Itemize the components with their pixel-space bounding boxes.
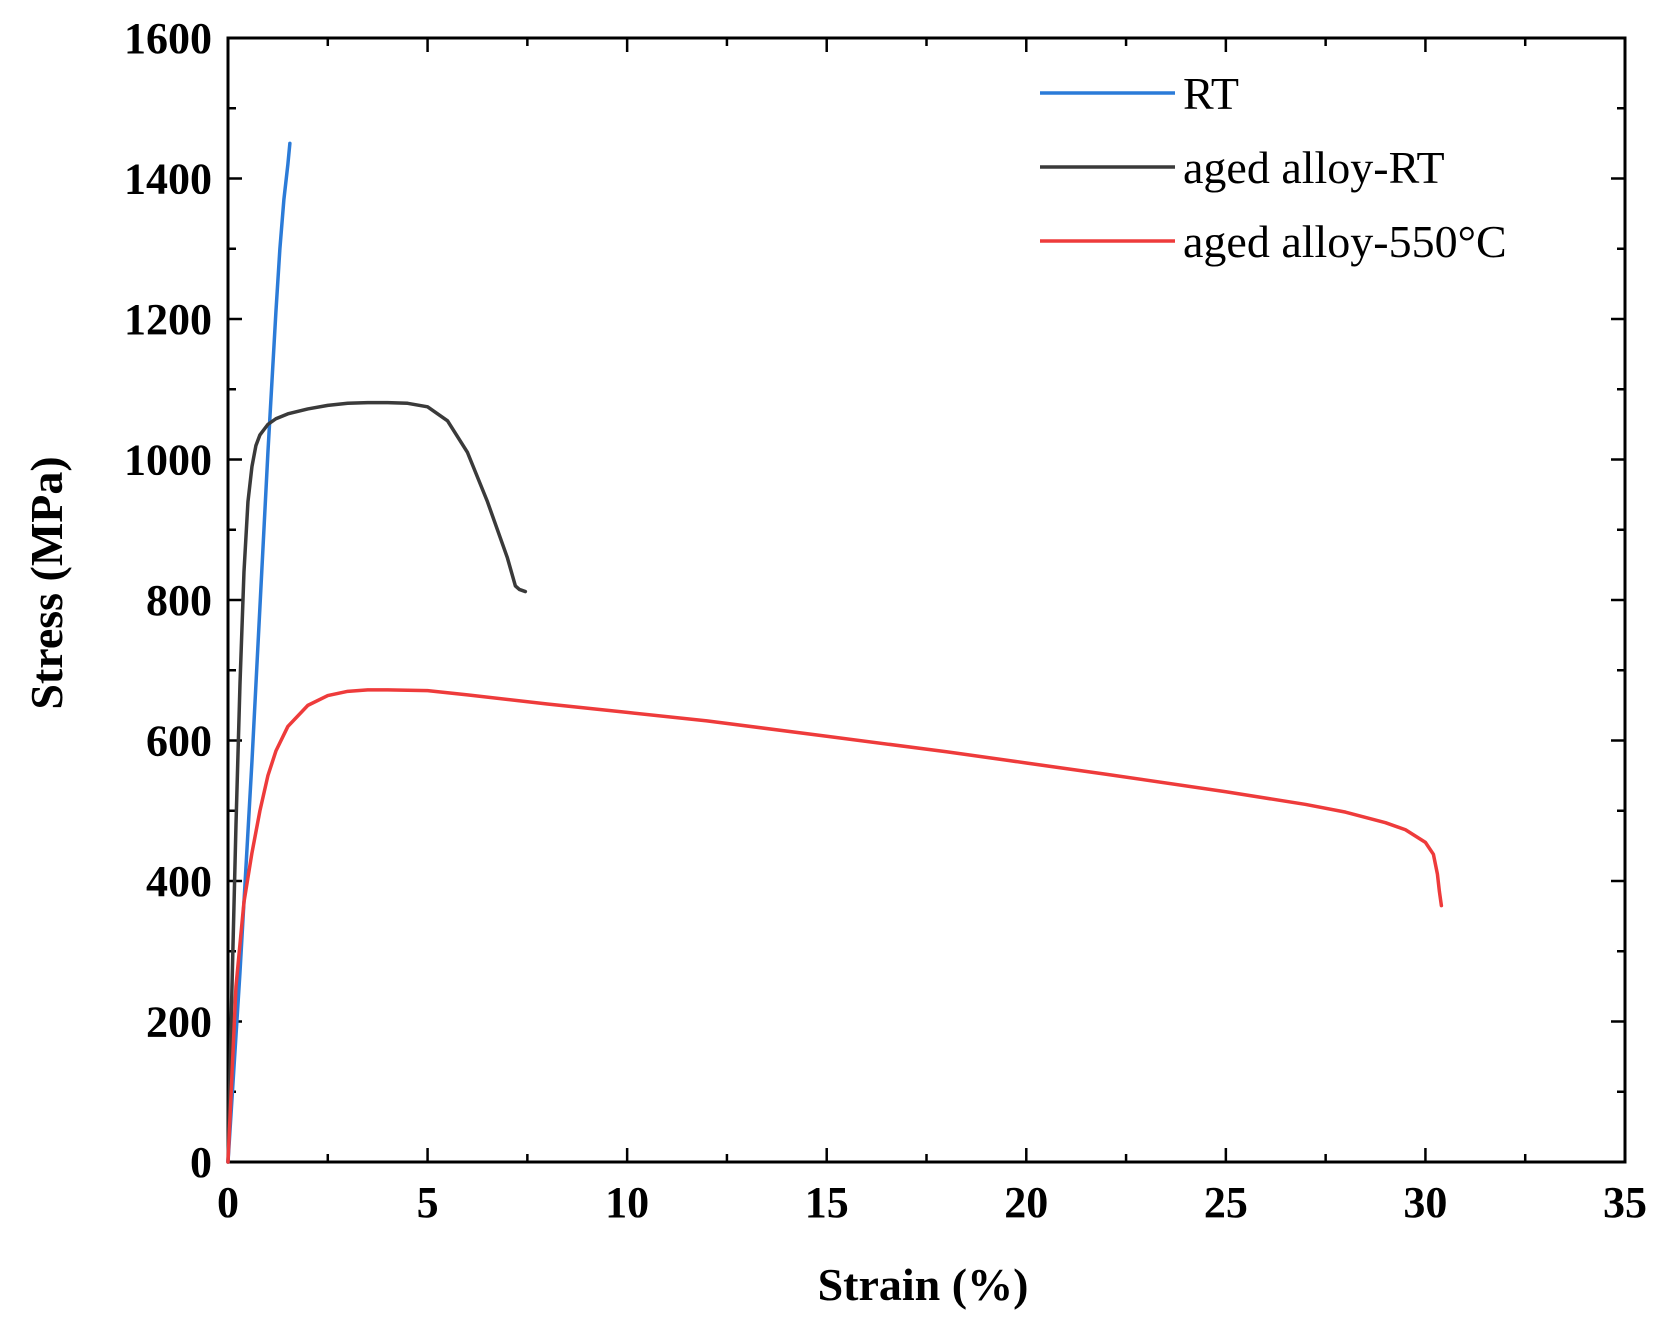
x-axis-title: Strain (%) xyxy=(818,1259,1029,1310)
plot-frame xyxy=(226,36,1627,1164)
y-tick-label: 1600 xyxy=(124,14,212,63)
x-tick-label: 0 xyxy=(217,1178,239,1227)
y-tick-label: 1000 xyxy=(124,436,212,485)
y-tick-label: 1400 xyxy=(124,155,212,204)
y-tick-label: 1200 xyxy=(124,295,212,344)
y-axis-title: Stress (MPa) xyxy=(21,456,72,709)
plot-border xyxy=(226,36,1627,1164)
x-tick-label: 15 xyxy=(805,1178,849,1227)
x-tick-label: 25 xyxy=(1204,1178,1248,1227)
x-tick-label: 5 xyxy=(417,1178,439,1227)
y-tick-label: 0 xyxy=(190,1138,212,1187)
series-line-rt xyxy=(226,141,292,1164)
x-tick-label: 20 xyxy=(1004,1178,1048,1227)
series-line-aged-alloy-rt xyxy=(226,400,528,1164)
x-tick-label: 30 xyxy=(1403,1178,1447,1227)
y-axis-ticks: 0 200 400 600 800 1000 1200 1400 1600 xyxy=(124,14,1625,1187)
x-tick-label: 10 xyxy=(605,1178,649,1227)
legend-label: RT xyxy=(1183,68,1239,119)
x-tick-label: 35 xyxy=(1603,1178,1647,1227)
legend-label: aged alloy-RT xyxy=(1183,142,1445,193)
y-tick-label: 200 xyxy=(146,998,212,1047)
x-axis-ticks: 0 5 10 15 20 25 30 35 xyxy=(217,38,1647,1227)
series-line-aged-alloy-550-c xyxy=(226,688,1444,1164)
legend: RT aged alloy-RT aged alloy-550°C xyxy=(1040,68,1507,267)
series-layer xyxy=(226,141,1444,1164)
legend-label: aged alloy-550°C xyxy=(1183,216,1507,267)
y-tick-label: 400 xyxy=(146,857,212,906)
y-tick-label: 800 xyxy=(146,576,212,625)
y-tick-label: 600 xyxy=(146,717,212,766)
